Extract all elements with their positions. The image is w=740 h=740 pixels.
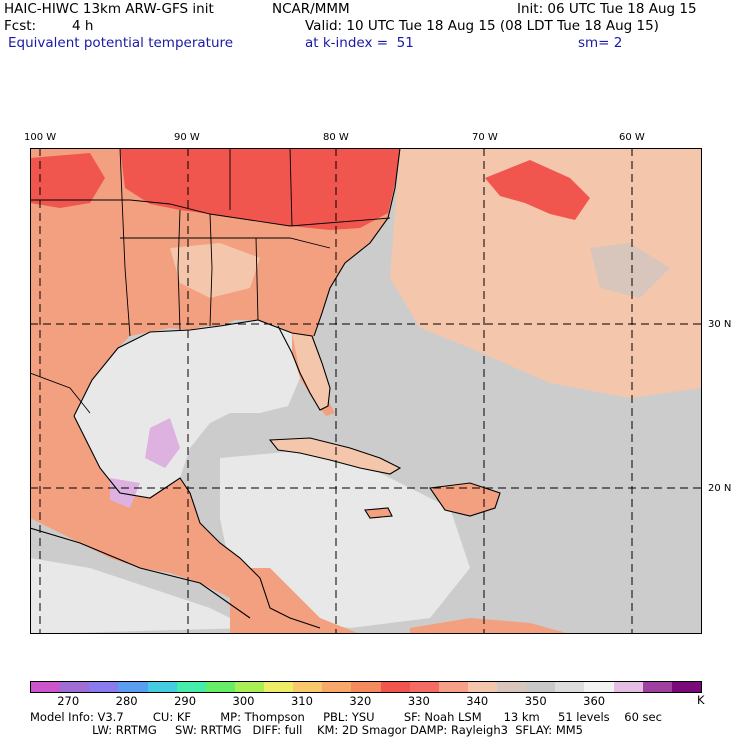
map-canvas <box>29 147 702 634</box>
colorbar-swatch-15 <box>467 682 497 692</box>
forecast-label: Fcst: <box>4 18 37 34</box>
pacific-light-region <box>30 558 250 634</box>
state-border-1 <box>30 199 391 227</box>
colorbar-tick-label: 310 <box>290 694 313 708</box>
colorbar-tick-label: 290 <box>174 694 197 708</box>
colorbar-tick-label: 350 <box>524 694 547 708</box>
init-time: Init: 06 UTC Tue 18 Aug 15 <box>517 1 697 17</box>
colorbar-swatch-18 <box>555 682 585 692</box>
state-border-5 <box>255 237 259 321</box>
colorbar-swatch-1 <box>60 682 90 692</box>
lon-label-80w: 80 W <box>323 132 349 143</box>
us-mexico-border <box>29 372 91 414</box>
colorbar-swatch-7 <box>234 682 264 692</box>
state-border-4 <box>209 213 213 327</box>
colorbar-swatch-2 <box>89 682 119 692</box>
colorbar-swatch-17 <box>526 682 556 692</box>
hispaniola-coastline <box>429 482 501 517</box>
colorbar-tick-label: 330 <box>407 694 430 708</box>
coastlines <box>29 147 501 629</box>
jamaica-land <box>365 508 392 518</box>
org-label: NCAR/MMM <box>272 1 350 17</box>
map-frame <box>30 148 702 634</box>
gulf-of-mexico <box>74 320 300 498</box>
state-border-3 <box>177 209 181 331</box>
colorbar-swatch-22 <box>671 682 701 692</box>
colorbar-swatch-6 <box>205 682 235 692</box>
northern-hot-belt <box>120 148 400 230</box>
inland-warm-patch <box>170 243 260 298</box>
state-border-8 <box>289 147 293 227</box>
mexico-purple-patch <box>110 478 140 508</box>
lon-label-60w: 60 W <box>619 132 645 143</box>
lon-label-90w: 90 W <box>174 132 200 143</box>
level-info: at k-index = 51 <box>305 35 414 51</box>
field-name: Equivalent potential temperature <box>8 35 234 51</box>
atlantic-coastline <box>313 147 401 337</box>
pacific-coastline <box>29 527 251 619</box>
cuba-land <box>270 438 400 474</box>
colorbar-swatch-16 <box>497 682 527 692</box>
colorbar-tick-label: 270 <box>57 694 80 708</box>
mexico-coastline <box>73 415 321 629</box>
colorbar-swatch-5 <box>176 682 206 692</box>
colorbar-tick-label: 360 <box>583 694 606 708</box>
borders <box>29 147 391 414</box>
map-panel <box>29 147 702 634</box>
lon-label-100w: 100 W <box>24 132 57 143</box>
west-hot-patch <box>30 153 105 208</box>
colorbar-swatch-20 <box>613 682 643 692</box>
mexico-land <box>30 373 270 618</box>
hispaniola-land <box>430 483 500 516</box>
colorbar-swatch-11 <box>351 682 381 692</box>
gulf-coastline <box>73 319 331 417</box>
colorbar-unit: K <box>697 693 705 707</box>
model-title: HAIC-HIWC 13km ARW-GFS init <box>4 1 214 17</box>
atlantic-hot-patch <box>485 160 590 220</box>
colorbar-swatch-12 <box>380 682 410 692</box>
colorbar-swatch-14 <box>438 682 468 692</box>
jamaica-coastline <box>364 507 393 519</box>
gulf-purple-patch <box>145 418 180 468</box>
lat-label-30n: 30 N <box>708 319 732 330</box>
colorbar-swatch-19 <box>584 682 614 692</box>
state-border-6 <box>120 237 331 249</box>
colorbar-swatch-3 <box>118 682 148 692</box>
model-info-line1: Model Info: V3.7 CU: KF MP: Thompson PBL… <box>30 710 662 724</box>
valid-time: Valid: 10 UTC Tue 18 Aug 15 (08 LDT Tue … <box>305 18 659 34</box>
colorbar-tick-label: 300 <box>232 694 255 708</box>
south-america-coast <box>410 618 570 634</box>
state-border-2 <box>119 147 131 337</box>
atlantic-grey-patch <box>590 243 670 298</box>
colorbar-swatch-21 <box>642 682 672 692</box>
lat-label-20n: 20 N <box>708 483 732 494</box>
colorbar-swatch-9 <box>293 682 323 692</box>
forecast-hour: 4 h <box>72 18 94 34</box>
graticule <box>30 148 702 634</box>
colorbar-tick-label: 280 <box>115 694 138 708</box>
colorbar-swatch-0 <box>31 682 61 692</box>
florida-land <box>292 333 330 410</box>
colorbar-tick-label: 340 <box>466 694 489 708</box>
colorbar-swatch-13 <box>409 682 439 692</box>
colorbar-swatch-10 <box>322 682 352 692</box>
cuba-coastline <box>268 437 402 475</box>
smoothing-info: sm= 2 <box>578 35 623 51</box>
colorbar-swatch-8 <box>264 682 294 692</box>
colorbar <box>30 681 702 693</box>
model-info-line2: LW: RRTMG SW: RRTMG DIFF: full KM: 2D Sm… <box>30 723 583 737</box>
colorbar-swatch-4 <box>147 682 177 692</box>
colorbar-tick-label: 320 <box>349 694 372 708</box>
lon-label-70w: 70 W <box>472 132 498 143</box>
